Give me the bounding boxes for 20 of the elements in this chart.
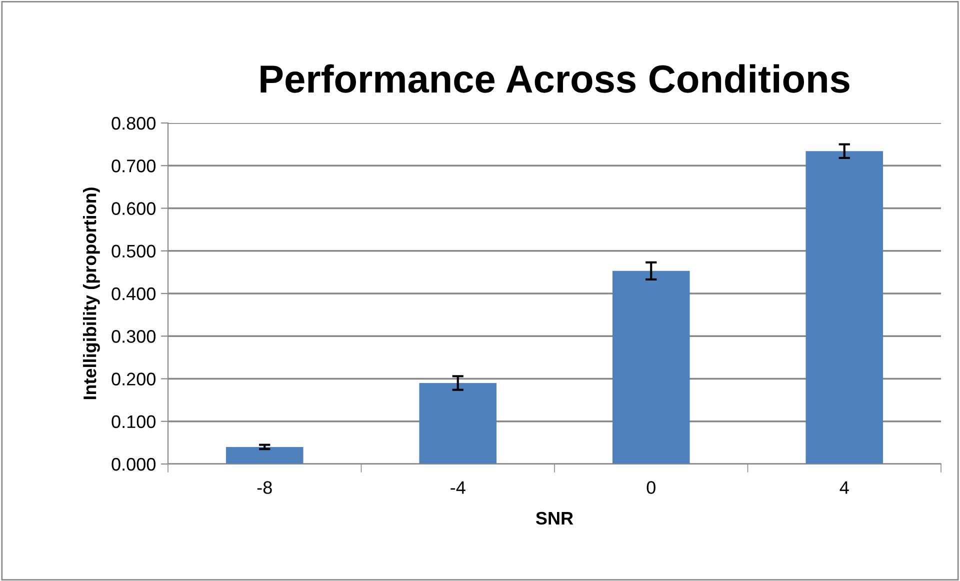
- y-tick-label: 0.600: [112, 202, 156, 215]
- y-tick-label: 0.500: [112, 244, 156, 258]
- y-tick-label: 0.200: [112, 372, 156, 386]
- x-tick-label: -8: [257, 481, 272, 494]
- bar: [612, 270, 690, 464]
- y-tick-label: 0.400: [112, 287, 156, 300]
- x-axis-title: SNR: [536, 512, 574, 525]
- y-axis-title: Intelligibility (proportion): [82, 188, 100, 400]
- chart-title: Performance Across Conditions: [260, 64, 850, 93]
- bar: [419, 383, 497, 464]
- y-tick-label: 0.700: [112, 160, 156, 172]
- x-tick-label: 0: [646, 481, 656, 494]
- x-tick-label: 4: [840, 481, 849, 494]
- bar: [806, 151, 884, 464]
- x-tick-label: -4: [450, 481, 466, 494]
- y-tick-label: 0.300: [112, 330, 156, 343]
- bar: [226, 446, 304, 464]
- y-tick-label: 0.000: [112, 458, 156, 471]
- y-tick-label: 0.100: [112, 415, 156, 428]
- y-tick-label: 0.800: [112, 116, 156, 130]
